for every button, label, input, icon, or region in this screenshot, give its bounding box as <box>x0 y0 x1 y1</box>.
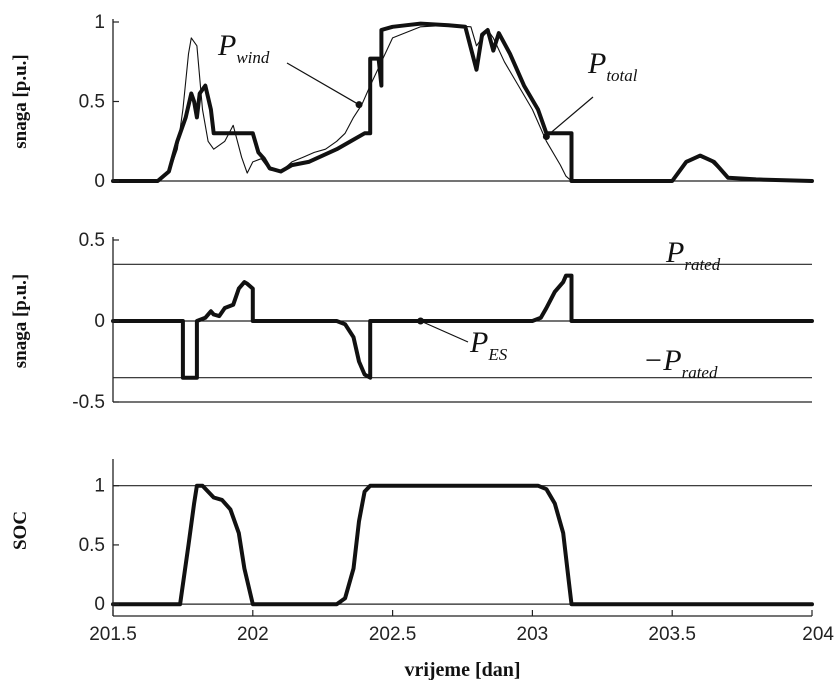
x-tick-label: 201.5 <box>89 624 137 645</box>
annotation-marker <box>417 317 425 325</box>
series-line-p-es <box>111 273 814 380</box>
x-tick-label: 204 <box>802 624 834 645</box>
annotation-p-rated: Prated <box>665 236 721 274</box>
y-axis-label: snaga [p.u.] <box>10 54 31 149</box>
y-axis-label: snaga [p.u.] <box>10 274 31 369</box>
y-tick-label: 0.5 <box>79 230 105 251</box>
y-tick-label: 1 <box>94 12 105 33</box>
annotation-leader <box>420 320 469 343</box>
y-tick-label: 0.5 <box>79 535 105 556</box>
annotation-neg-p-rated: −Prated <box>643 344 718 382</box>
x-tick-label: 203.5 <box>648 624 696 645</box>
series-line-p-total <box>111 21 814 183</box>
annotation-p-total: Ptotal <box>587 47 638 85</box>
annotation-p-wind: Pwind <box>217 29 270 67</box>
x-axis-label: vrijeme [dan] <box>404 659 520 680</box>
x-tick-label: 203 <box>517 624 549 645</box>
annotation-leader <box>286 62 360 106</box>
y-tick-label: 0 <box>94 594 105 615</box>
annotation-marker <box>355 101 363 109</box>
y-tick-label: 0 <box>94 311 105 332</box>
y-tick-label: 1 <box>94 476 105 497</box>
annotation-p-es: PES <box>469 326 508 364</box>
annotation-marker <box>542 132 550 140</box>
y-tick-label: 0 <box>94 171 105 192</box>
series-line-soc <box>111 483 814 607</box>
y-axis-label: SOC <box>10 511 31 550</box>
y-tick-label: -0.5 <box>72 392 105 413</box>
y-tick-label: 0.5 <box>79 92 105 113</box>
annotation-leader <box>545 96 594 137</box>
x-tick-label: 202.5 <box>369 624 417 645</box>
x-tick-label: 202 <box>237 624 269 645</box>
